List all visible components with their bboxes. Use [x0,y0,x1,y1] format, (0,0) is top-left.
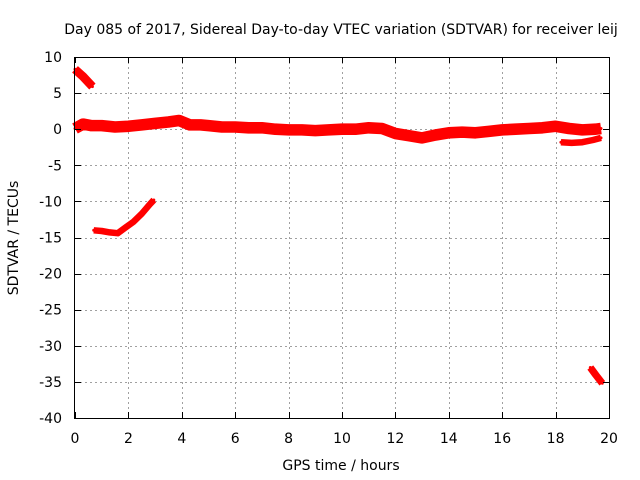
y-tick-label: -10 [39,194,62,210]
data-point [434,133,437,137]
y-tick-labels: -40 -35 -30 -25 -20 -15 -10 -5 0 5 10 [39,50,62,427]
data-point [340,127,344,131]
grid-lines [75,57,609,418]
y-tick-label: -25 [39,303,62,319]
series-line [72,66,96,90]
data-point [287,128,291,132]
x-tick-label: 18 [547,431,565,447]
data-point [152,198,156,202]
data-point [247,126,251,130]
data-point [594,127,598,131]
data-point [591,138,595,142]
data-point [140,212,144,216]
x-tick-label: 0 [71,431,80,447]
data-point [407,134,411,138]
data-point [393,132,397,135]
data-point [273,127,277,131]
data-point [447,131,451,135]
y-tick-label: -5 [48,158,62,174]
data-point [380,127,384,130]
series-secondary-segment [559,134,603,147]
data-point [92,228,96,232]
data-point [559,140,563,144]
data-point [81,122,85,126]
data-point [594,373,598,377]
data-point [327,128,331,132]
y-tick-label: -40 [39,411,62,427]
data-point [460,130,464,134]
series-start-segment [72,66,96,90]
data-point [599,127,603,130]
data-point [126,124,130,128]
data-point [540,126,544,130]
data-point [588,366,592,369]
y-tick-label: 10 [44,50,62,66]
x-tick-labels: 0 2 4 6 8 10 12 14 16 18 20 [71,431,618,447]
y-tick-label: -15 [39,231,62,247]
data-point [89,124,93,128]
data-point [177,119,181,122]
data-point [500,128,504,132]
data-point [474,131,477,135]
data-point [580,128,584,132]
data-point [188,123,192,127]
x-tick-label: 10 [333,431,351,447]
data-point [148,202,152,206]
data-point [554,124,558,128]
data-point [81,75,85,78]
data-point [124,225,128,229]
data-point [108,230,112,234]
data-point [567,127,571,130]
data-point [140,123,144,127]
data-point [580,140,584,144]
series-end-segment [587,365,606,386]
series-main-band [72,114,603,144]
data-point [300,128,304,132]
data-point [153,121,157,125]
data-point [90,85,94,89]
x-axis-label: GPS time / hours [282,458,399,474]
x-tick-label: 8 [284,431,293,447]
data-point [487,129,491,133]
series-line [93,197,157,237]
data-point [166,120,170,124]
y-tick-label: -30 [39,339,62,355]
data-point [207,124,210,128]
x-tick-label: 6 [231,431,240,447]
x-tick-label: 4 [177,431,186,447]
y-axis-label: SDTVAR / TECUs [6,181,22,296]
y-tick-label: -20 [39,267,62,283]
data-point [113,125,117,129]
data-point [420,136,424,140]
chart-title: Day 085 of 2017, Sidereal Day-to-day VTE… [64,22,618,38]
data-point [233,125,237,129]
y-tick-label: 5 [53,86,62,102]
y-tick-label: 0 [53,122,62,138]
data-point [116,231,120,235]
series-curve-segment [92,197,157,237]
data-point [100,124,104,128]
data-series-layer [72,66,606,386]
data-point [199,123,202,127]
x-tick-label: 14 [440,431,458,447]
data-point [100,229,104,233]
data-point [570,141,574,145]
data-point [353,127,357,131]
data-point [527,127,531,130]
data-point [367,126,371,130]
data-point [514,127,517,131]
x-tick-label: 12 [386,431,404,447]
data-point [599,136,603,140]
axis-ticks [75,57,610,419]
data-point [132,220,136,224]
x-tick-label: 16 [493,431,511,447]
x-tick-label: 2 [124,431,133,447]
x-tick-label: 20 [600,431,618,447]
data-point [260,126,264,130]
data-point [220,125,224,129]
data-point [313,129,317,133]
y-tick-label: -35 [39,375,62,391]
